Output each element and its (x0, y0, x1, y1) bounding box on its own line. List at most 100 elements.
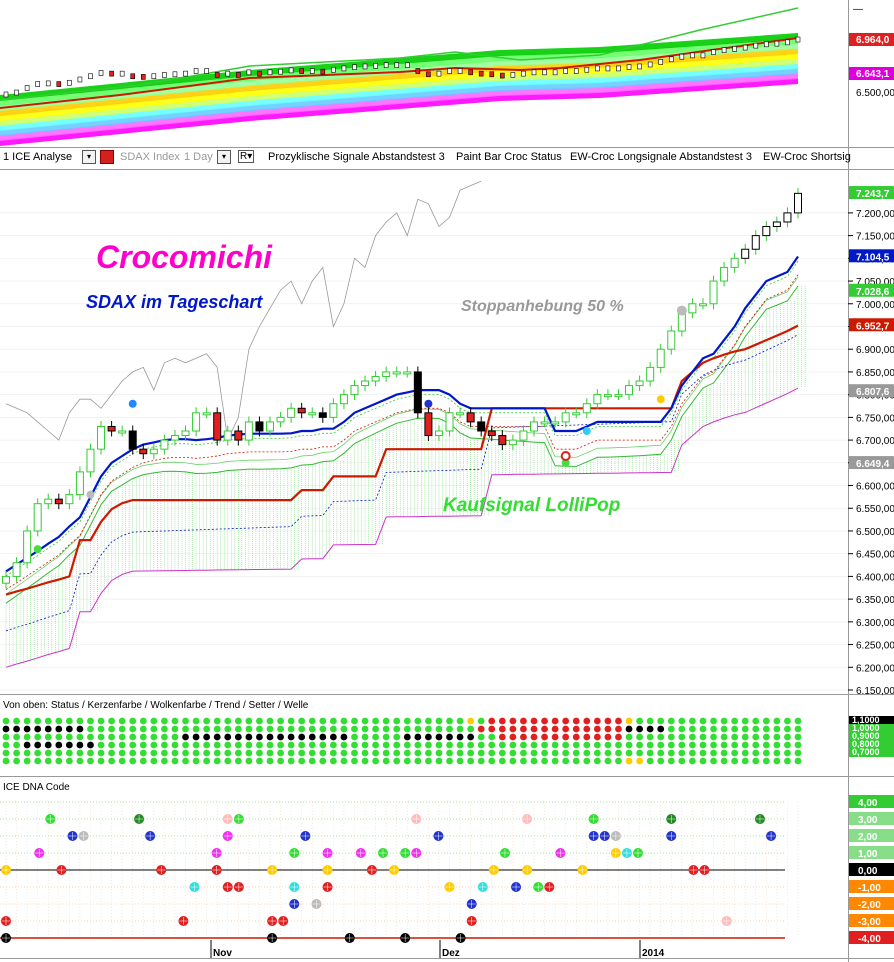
status-dot (224, 717, 232, 725)
dna-badge (849, 846, 894, 859)
status-dot (710, 757, 717, 765)
status-badge-label: 1,1000 (852, 715, 880, 725)
candle-body (287, 407, 296, 418)
status-dot (256, 749, 263, 757)
status-dot (34, 725, 42, 733)
status-dot (520, 725, 527, 733)
status-dot (583, 717, 591, 725)
overview-candle (140, 74, 146, 80)
main-pane: Crocomichi SDAX im Tageschart Stoppanhebun… (0, 180, 894, 697)
toolbar-indicator-1[interactable]: Prozyklische Signale Abstandstest 3 (268, 151, 445, 163)
overview-candle (764, 41, 769, 48)
status-dot (520, 749, 527, 757)
status-dot (477, 749, 485, 757)
status-dot (65, 749, 73, 757)
status-dot (277, 757, 284, 765)
status-dot (467, 749, 475, 757)
overview-candle (172, 71, 178, 78)
status-dot (277, 725, 284, 733)
status-dot (256, 757, 263, 765)
candle-body (181, 430, 190, 437)
candle-body (456, 412, 465, 416)
overview-price-label: 6.643,1 (856, 69, 890, 80)
status-dot (488, 741, 496, 749)
status-dot (752, 757, 760, 765)
status-dot (161, 749, 168, 757)
status-dot (372, 725, 379, 733)
period-dropdown-icon[interactable]: ▾ (217, 150, 231, 164)
candle-body (614, 394, 623, 398)
status-dot (720, 733, 728, 741)
toolbar-indicator-3[interactable]: EW-Croc Longsignale Abstandstest 3 (570, 151, 753, 163)
overview-candle (795, 36, 801, 43)
status-dot (329, 741, 337, 749)
status-dot (593, 741, 601, 749)
overview-candle (584, 66, 590, 73)
status-dot (794, 749, 802, 757)
axis-tick-label: 6.350,00 (856, 595, 894, 606)
overview-candle (77, 76, 83, 83)
price-badge (849, 186, 894, 200)
red-dashed-line (5, 274, 799, 590)
status-dot (76, 725, 84, 733)
overview-candle (521, 70, 526, 77)
status-dot (87, 733, 94, 741)
status-dot (118, 749, 126, 757)
overview-candle (45, 80, 51, 87)
overview-candle (214, 72, 220, 78)
overview-candle (98, 70, 104, 76)
dna-badge (849, 795, 894, 808)
status-dot (171, 725, 179, 733)
toolbar-analysis-label[interactable]: 1 ICE Analyse (3, 151, 73, 163)
status-dot (498, 717, 506, 725)
status-dot (287, 725, 295, 733)
price-badge-label: 6.807,6 (856, 387, 890, 398)
status-dot (678, 741, 686, 749)
status-dot (456, 749, 464, 757)
pane-separator (0, 694, 894, 695)
toolbar-indicator-4[interactable]: EW-Croc Shortsig (763, 151, 851, 163)
toolbar-symbol[interactable]: SDAX Index (120, 151, 180, 163)
status-dot (604, 717, 612, 725)
overview-green-line (0, 7, 799, 101)
overview-red-line (0, 37, 799, 109)
status-dot (13, 717, 20, 725)
status-dot (678, 717, 686, 725)
overview-candle (531, 69, 537, 76)
status-dot (234, 749, 242, 757)
status-dot (108, 757, 115, 765)
status-dot (340, 733, 348, 741)
toolbar-mode[interactable]: R▾ (238, 150, 255, 163)
status-dot (298, 725, 306, 733)
candle-body (276, 416, 285, 423)
symbol-color-icon[interactable] (100, 150, 114, 164)
status-dot (171, 741, 179, 749)
status-dot (667, 733, 675, 741)
candle-body (350, 385, 359, 396)
candle-body (255, 421, 264, 432)
status-dot (97, 757, 105, 765)
status-dot (55, 749, 63, 757)
status-dot (361, 733, 369, 741)
overview-band (0, 63, 798, 131)
candle-body (794, 192, 802, 214)
overview-candle (162, 72, 167, 78)
status-dot (646, 733, 654, 741)
status-dot (520, 733, 527, 741)
status-dot (456, 725, 464, 733)
toolbar-period[interactable]: 1 Day (184, 151, 213, 163)
status-dot (129, 749, 137, 757)
status-dot (551, 741, 559, 749)
overview-candle (225, 70, 231, 77)
toolbar-indicator-2[interactable]: Paint Bar Croc Status (456, 151, 562, 163)
status-dot (129, 717, 137, 725)
overview-band (0, 43, 798, 111)
status-dot (446, 741, 453, 749)
status-dot (752, 725, 760, 733)
status-dot (319, 749, 327, 757)
overview-candle (394, 62, 400, 68)
status-dot (393, 733, 401, 741)
dropdown-icon[interactable]: ▾ (82, 150, 96, 164)
status-dot (646, 717, 654, 725)
overview-candle (679, 53, 685, 60)
